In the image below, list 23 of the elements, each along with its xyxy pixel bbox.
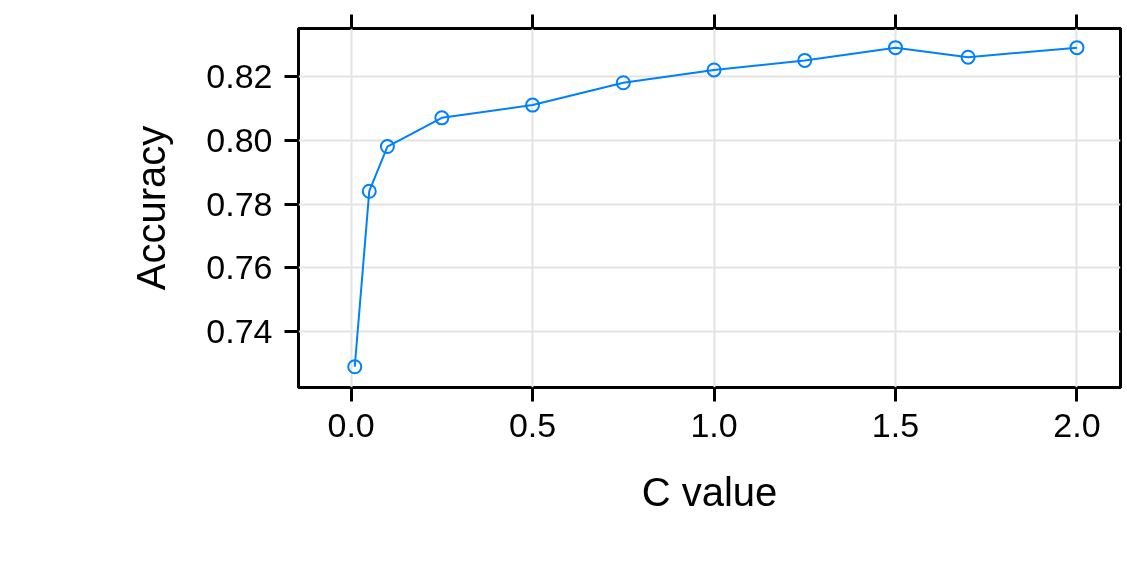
point [525,97,541,113]
point [797,52,813,68]
point [1069,40,1085,56]
x-tick-label: 1.0 [690,405,738,444]
x-tick-label: 2.0 [1053,405,1101,444]
point [434,110,450,126]
point [615,75,631,91]
x-axis-title: C value [641,469,778,514]
point [361,183,377,199]
x-tick-label: 0.5 [508,405,557,444]
x-tick-label: 0.0 [327,405,375,444]
y-axis-title: Accuracy [129,125,174,291]
y-tick-label: 0.76 [206,248,273,287]
point [347,359,363,375]
point [960,49,976,65]
y-tick-label: 0.82 [206,56,273,95]
point [706,62,722,78]
y-tick-label: 0.80 [206,120,273,159]
y-tick-label: 0.78 [206,184,273,223]
point [887,40,903,56]
y-tick-label: 0.74 [206,312,273,351]
point [379,139,395,155]
x-tick-label: 1.5 [871,405,920,444]
